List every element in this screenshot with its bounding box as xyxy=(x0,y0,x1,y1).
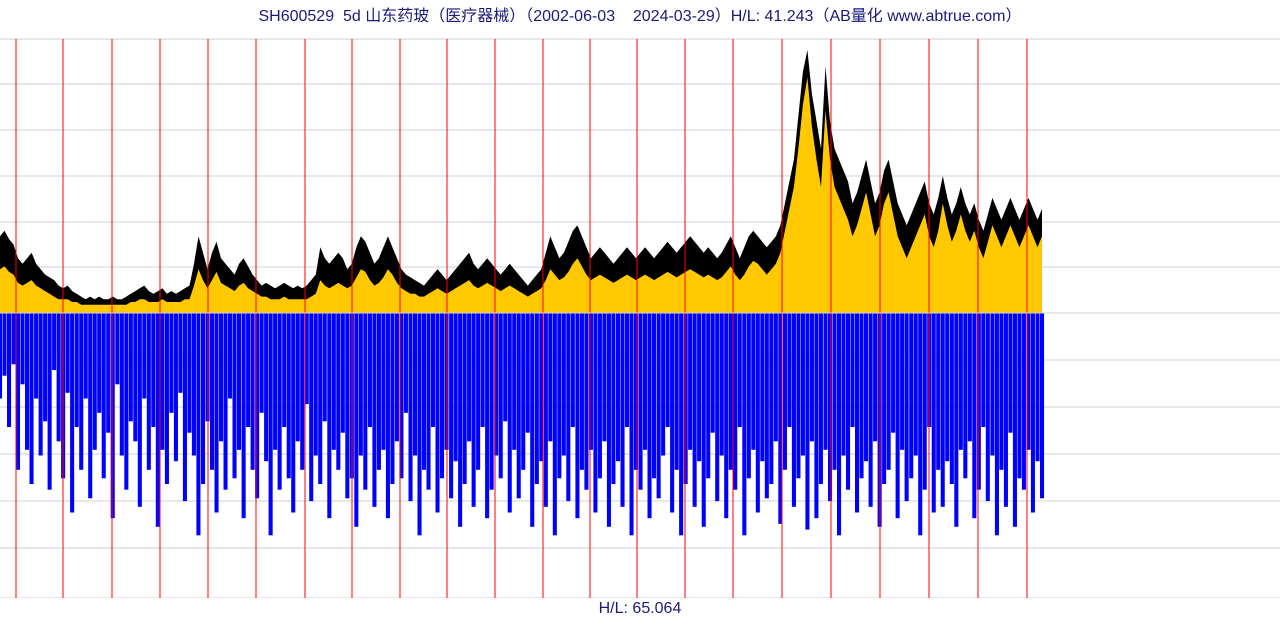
chart-title: SH600529_5d 山东药玻（医疗器械）（2002-06-03__2024-… xyxy=(0,0,1280,22)
chart-svg xyxy=(0,22,1280,598)
footer-label: H/L: 65.064 xyxy=(0,598,1280,620)
chart-area xyxy=(0,22,1280,598)
